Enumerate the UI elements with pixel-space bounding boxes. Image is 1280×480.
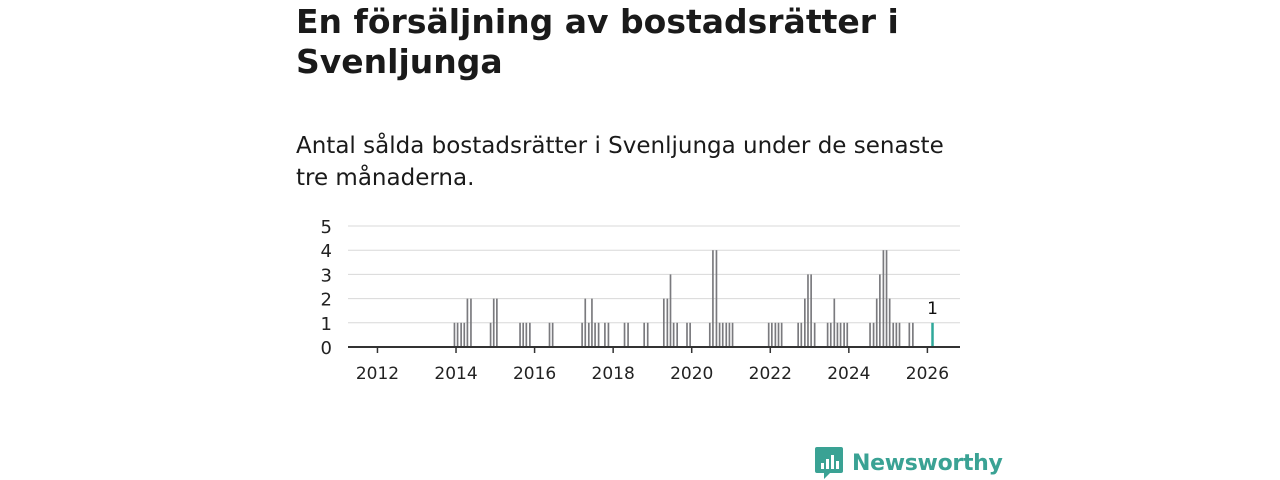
bar — [591, 298, 593, 347]
bar — [666, 298, 669, 347]
bar — [492, 298, 495, 347]
x-tick-label: 2012 — [356, 364, 399, 384]
bar — [912, 322, 914, 347]
bar — [529, 322, 531, 347]
bar — [731, 322, 734, 347]
bar — [780, 322, 783, 347]
x-tick-label: 2020 — [670, 364, 713, 384]
bar — [453, 322, 456, 347]
x-tick-label: 2024 — [827, 364, 870, 384]
bar — [489, 322, 492, 347]
y-tick-label: 1 — [321, 314, 332, 335]
x-tick-label: 2016 — [513, 364, 556, 384]
y-tick-label: 5 — [321, 217, 332, 238]
bar — [777, 322, 780, 347]
bar — [708, 322, 711, 347]
bar — [597, 322, 600, 347]
newsworthy-logo: Newsworthy — [814, 446, 1003, 480]
bar — [715, 250, 718, 347]
bar — [689, 322, 691, 347]
bar — [643, 322, 646, 347]
bar — [466, 298, 469, 347]
bar — [460, 322, 462, 347]
bar — [496, 298, 498, 347]
bar — [548, 322, 551, 347]
bar — [470, 298, 472, 347]
bar — [623, 322, 626, 347]
bar — [662, 298, 665, 347]
bar — [872, 322, 875, 347]
bar — [771, 322, 773, 347]
bar-chart: 0 1 2 3 4 5 1 2012 2014 2016 2018 2020 2022 2024 2026 — [321, 217, 960, 384]
bar — [895, 322, 898, 347]
bar — [875, 298, 878, 347]
bar — [581, 322, 583, 347]
data-label: 1 — [927, 299, 938, 319]
chart-subtitle: Antal sålda bostadsrätter i Svenljunga u… — [296, 133, 944, 191]
bar — [908, 322, 911, 347]
bar — [627, 322, 629, 347]
bar — [843, 322, 845, 347]
bar-highlight — [931, 322, 934, 347]
y-tick-label: 3 — [321, 265, 332, 286]
bar — [728, 322, 731, 347]
bar — [804, 298, 806, 347]
bar — [774, 322, 777, 347]
bar — [525, 322, 528, 347]
bar — [879, 274, 881, 347]
newsworthy-logo-icon — [815, 447, 843, 479]
bar — [587, 322, 590, 347]
bar — [604, 322, 606, 347]
bar — [594, 322, 596, 347]
x-tick-label: 2018 — [592, 364, 635, 384]
y-tick-label: 4 — [321, 241, 332, 262]
bar — [869, 322, 871, 347]
bar — [836, 322, 839, 347]
y-tick-label: 2 — [321, 290, 332, 311]
bar — [646, 322, 649, 347]
bar — [829, 322, 832, 347]
bar — [584, 298, 587, 347]
bar — [672, 322, 675, 347]
bar — [797, 322, 799, 347]
bar — [898, 322, 901, 347]
bar — [826, 322, 829, 347]
bar — [456, 322, 459, 347]
bar — [807, 274, 809, 347]
brand-name: Newsworthy — [852, 450, 1003, 476]
bar — [519, 322, 521, 347]
x-tick-label: 2026 — [906, 364, 949, 384]
bar — [839, 322, 842, 347]
x-tick-label: 2022 — [749, 364, 792, 384]
bar — [712, 250, 714, 347]
bar — [721, 322, 724, 347]
bar — [892, 322, 895, 347]
bar — [882, 250, 885, 347]
bar — [888, 298, 891, 347]
bar — [833, 298, 836, 347]
y-tick-label: 0 — [321, 338, 332, 359]
bar — [551, 322, 554, 347]
x-tick-label: 2014 — [434, 364, 477, 384]
bar — [607, 322, 610, 347]
bar — [813, 322, 816, 347]
bar — [522, 322, 525, 347]
bar — [676, 322, 679, 347]
bar — [725, 322, 728, 347]
bar — [885, 250, 888, 347]
bar — [686, 322, 688, 347]
bar — [846, 322, 849, 347]
bar — [767, 322, 770, 347]
bar — [810, 274, 812, 347]
bar — [800, 322, 803, 347]
bar — [718, 322, 721, 347]
bar — [669, 274, 672, 347]
chart-title: En försäljning av bostadsrätter i Svenlj… — [296, 2, 899, 81]
bar — [463, 322, 466, 347]
